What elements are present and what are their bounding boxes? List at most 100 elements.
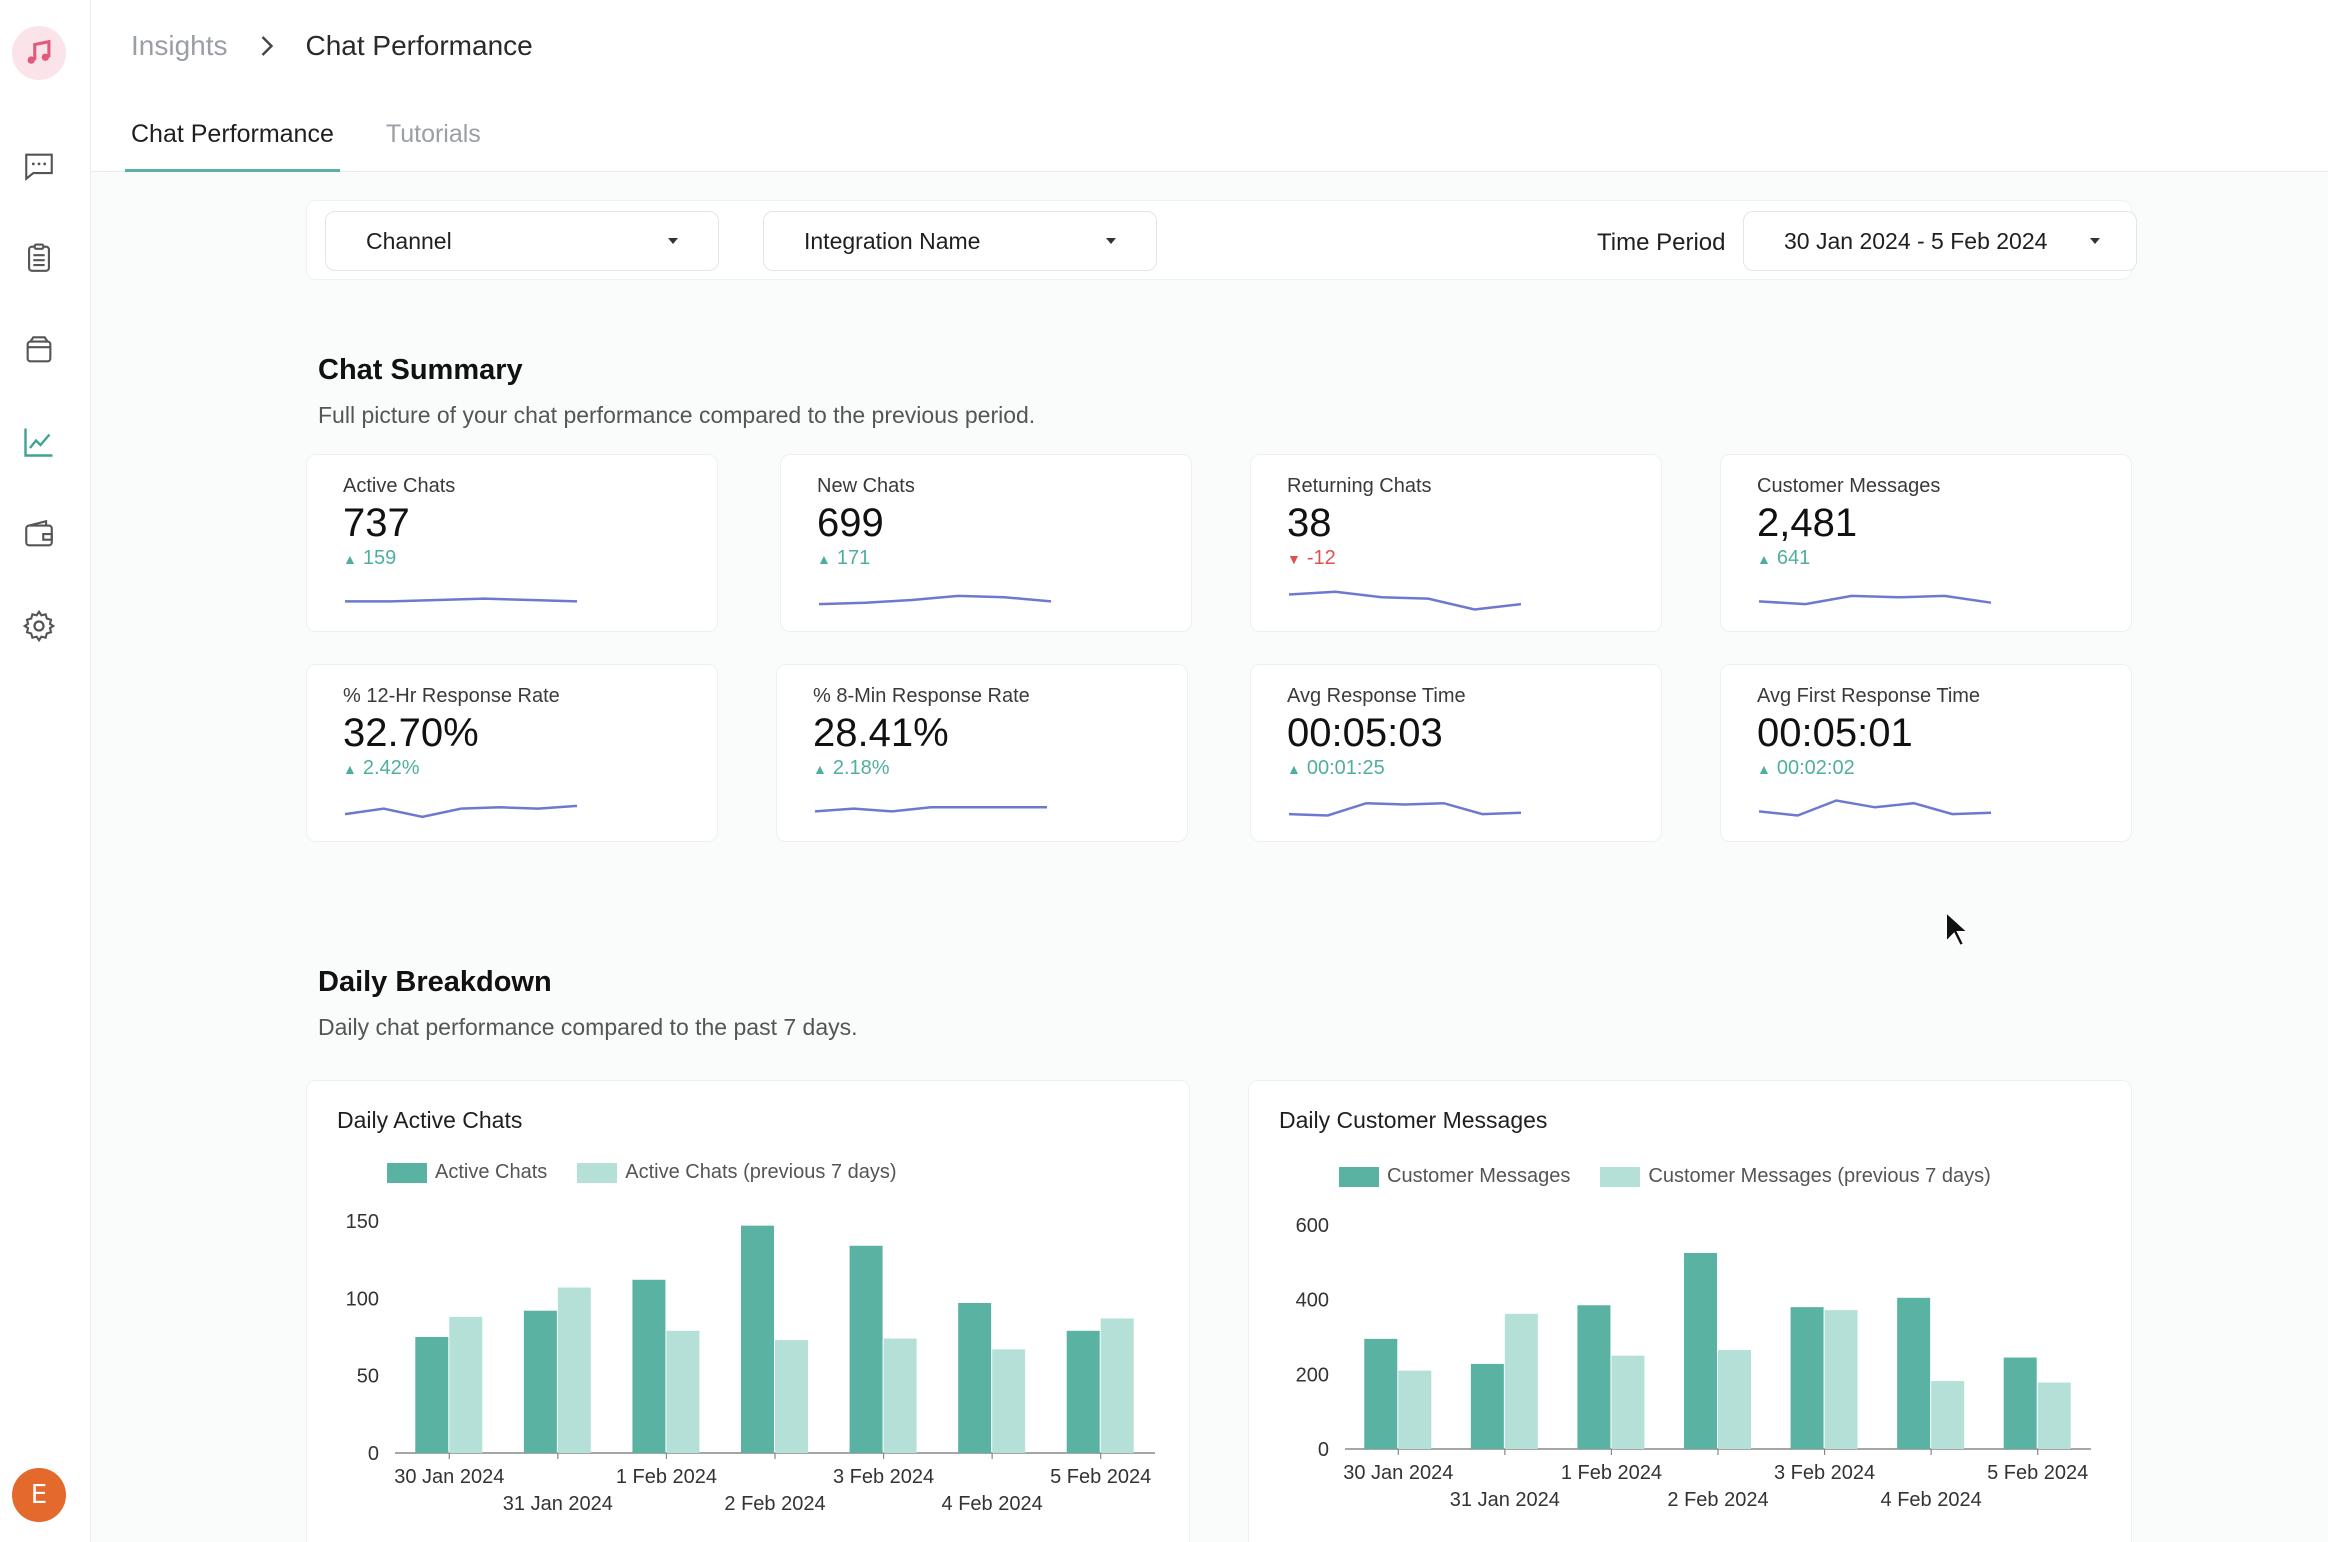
sidebar-item-settings[interactable]	[19, 606, 59, 646]
metric-delta-value: 00:01:25	[1306, 757, 1385, 779]
bar	[666, 1330, 700, 1453]
x-tick-label: 5 Feb 2024	[1987, 1462, 2088, 1484]
x-tick-label: 2 Feb 2024	[1667, 1489, 1768, 1511]
bar	[1931, 1381, 1965, 1449]
x-tick-label: 30 Jan 2024	[1343, 1462, 1453, 1484]
arrow-up-icon: ▲	[343, 550, 357, 567]
x-tick-label: 3 Feb 2024	[1774, 1462, 1875, 1484]
legend-swatch	[1600, 1166, 1641, 1187]
metric-delta: ▲ 2.42%	[343, 757, 420, 780]
integration-select[interactable]: Integration Name	[763, 211, 1157, 271]
metric-delta-value: 171	[836, 547, 871, 569]
legend-item[interactable]: Customer Messages	[1339, 1165, 1570, 1188]
bar	[415, 1337, 449, 1453]
tab-chat-performance[interactable]: Chat Performance	[125, 100, 340, 172]
metric-label: Customer Messages	[1757, 475, 1941, 497]
sparkline	[1288, 590, 1522, 611]
metric-card-active-chats: Active Chats 737 ▲ 159	[306, 454, 718, 632]
arrow-down-icon: ▼	[1287, 550, 1301, 567]
tab-tutorials[interactable]: Tutorials	[385, 120, 481, 148]
legend-swatch	[387, 1162, 427, 1183]
x-tick-label: 31 Jan 2024	[1450, 1489, 1560, 1511]
legend-label: Customer Messages	[1387, 1165, 1571, 1187]
sidebar: E	[0, 0, 91, 1542]
metric-delta-value: 2.18%	[832, 757, 890, 779]
bar	[632, 1279, 666, 1453]
gear-icon	[22, 609, 56, 643]
sidebar-item-chats[interactable]	[19, 146, 59, 186]
metric-label: % 8-Min Response Rate	[813, 685, 1030, 707]
metric-value: 38	[1287, 501, 1332, 545]
sparkline-path	[344, 804, 578, 819]
sparkline-path	[1758, 594, 1992, 606]
y-tick-label: 400	[1296, 1290, 1329, 1312]
bar	[1684, 1253, 1717, 1449]
metric-value: 2,481	[1757, 501, 1858, 545]
breadcrumb-insights[interactable]: Insights	[131, 30, 228, 61]
metric-delta: ▲ 00:02:02	[1757, 757, 1855, 780]
chart-line-icon	[24, 428, 53, 457]
chart-legend: Active Chats Active Chats (previous 7 da…	[387, 1161, 927, 1184]
main-area: Channel Integration Name Time Period 30 …	[91, 172, 2328, 1542]
chart-title: Daily Customer Messages	[1279, 1107, 1548, 1133]
daily-breakdown-title: Daily Breakdown	[318, 966, 552, 998]
legend-label: Customer Messages (previous 7 days)	[1648, 1165, 1991, 1187]
metric-label: % 12-Hr Response Rate	[343, 685, 560, 707]
legend-item[interactable]: Active Chats	[387, 1161, 547, 1184]
bar	[1577, 1305, 1611, 1449]
sidebar-item-wallet[interactable]	[19, 514, 59, 554]
bar	[1398, 1370, 1432, 1449]
metric-label: Avg Response Time	[1287, 685, 1466, 707]
chart-legend: Customer Messages Customer Messages (pre…	[1339, 1165, 2021, 1188]
time-period-select[interactable]: 30 Jan 2024 - 5 Feb 2024	[1743, 211, 2137, 271]
arrow-up-icon: ▲	[817, 550, 831, 567]
arrow-up-icon: ▲	[343, 760, 357, 777]
bar	[523, 1310, 557, 1453]
x-tick-label: 31 Jan 2024	[503, 1493, 613, 1515]
clipboard-icon	[28, 243, 50, 272]
x-tick-label: 3 Feb 2024	[833, 1466, 934, 1488]
sidebar-item-insights[interactable]	[19, 422, 59, 462]
chat-icon	[25, 153, 53, 181]
arrow-up-icon: ▲	[1757, 760, 1771, 777]
tab-bar: Chat Performance Tutorials	[125, 100, 527, 172]
metric-value: 32.70%	[343, 711, 479, 755]
y-tick-label: 100	[346, 1288, 379, 1310]
metric-label: Active Chats	[343, 475, 456, 497]
metric-delta: ▲ 641	[1757, 547, 1810, 570]
sparkline-path	[1288, 801, 1522, 817]
chevron-right-icon	[258, 34, 276, 58]
channel-select-value: Channel	[366, 227, 452, 254]
sparkline	[1288, 801, 1522, 817]
x-tick-label: 5 Feb 2024	[1050, 1466, 1151, 1488]
bar	[1897, 1297, 1931, 1449]
breadcrumb: Insights Chat Performance	[131, 30, 533, 62]
metric-card-new-chats: New Chats 699 ▲ 171	[780, 454, 1192, 632]
box-icon	[26, 336, 52, 363]
channel-select[interactable]: Channel	[325, 211, 719, 271]
y-tick-label: 0	[368, 1443, 379, 1465]
daily-active-chats-card: Daily Active Chats Active Chats Active C…	[306, 1080, 1190, 1542]
x-tick-label: 30 Jan 2024	[394, 1466, 504, 1488]
metric-delta: ▼ -12	[1287, 547, 1336, 570]
wallet-icon	[25, 519, 53, 547]
bar	[849, 1245, 883, 1453]
sparkline	[814, 806, 1047, 813]
legend-item[interactable]: Active Chats (previous 7 days)	[577, 1161, 897, 1184]
sidebar-item-products[interactable]	[19, 330, 59, 370]
chat-summary-subtitle: Full picture of your chat performance co…	[318, 402, 1036, 428]
caret-down-icon	[668, 238, 678, 244]
legend-label: Active Chats	[435, 1161, 548, 1183]
bar	[449, 1316, 483, 1453]
app-logo[interactable]	[12, 26, 66, 80]
legend-item[interactable]: Customer Messages (previous 7 days)	[1600, 1165, 1991, 1188]
time-period-label: Time Period	[1597, 229, 1726, 256]
sparkline-path	[814, 806, 1047, 813]
sidebar-item-tasks[interactable]	[19, 238, 59, 278]
bar	[775, 1340, 808, 1453]
user-avatar[interactable]: E	[12, 1468, 66, 1522]
bar	[992, 1349, 1026, 1453]
sparkline	[344, 804, 578, 819]
chat-summary-title: Chat Summary	[318, 354, 523, 386]
